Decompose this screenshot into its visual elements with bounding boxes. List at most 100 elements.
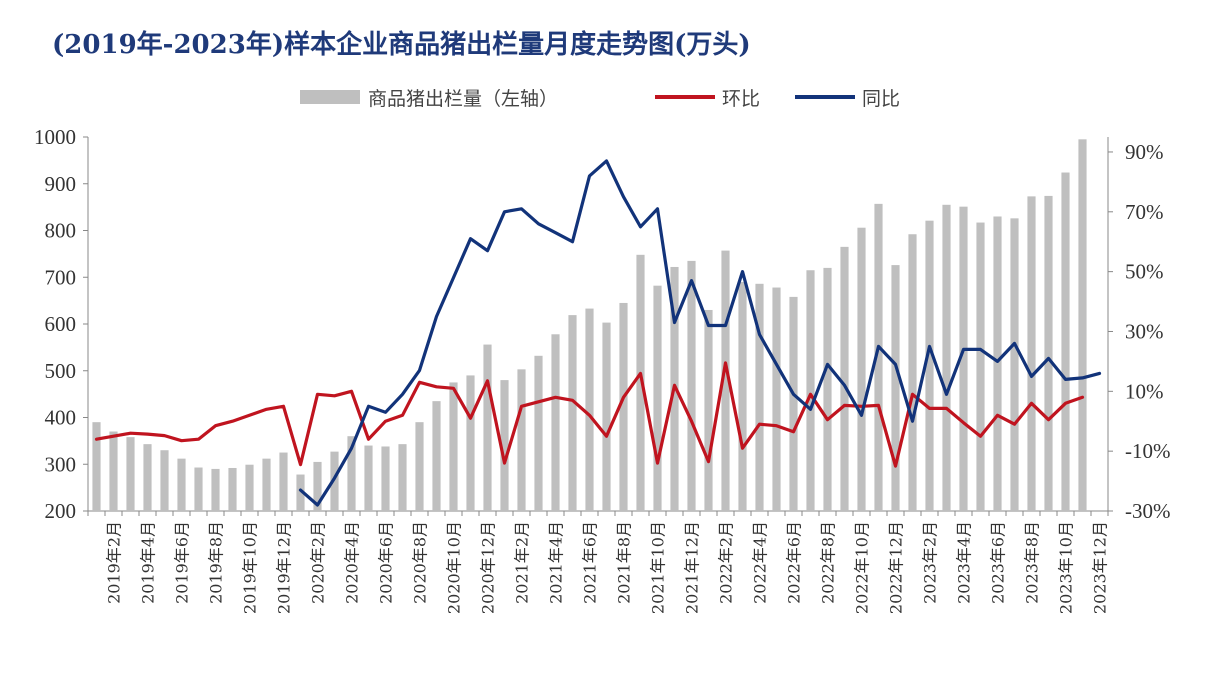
x-tick-label: 2023年4月: [955, 521, 974, 604]
bar: [619, 302, 628, 511]
chart-title: (2019年-2023年)样本企业商品猪出栏量月度走势图(万头): [52, 30, 751, 60]
bar: [279, 452, 288, 511]
x-tick-label: 2023年2月: [921, 521, 940, 604]
bar: [313, 461, 322, 511]
axes-layer: [83, 136, 1113, 516]
bar: [296, 474, 305, 511]
bar: [1010, 218, 1019, 511]
left-tick-label: 600: [45, 312, 77, 336]
x-tick-label: 2019年12月: [275, 521, 294, 614]
bar: [1061, 172, 1070, 511]
tick-labels-layer: 200 300 400 500 600 700 800 900 1000 -30% -10% 10% 3…: [34, 125, 1171, 614]
x-tick-label: 2021年6月: [581, 521, 600, 604]
bar: [432, 401, 441, 511]
legend-label-bar: 商品猪出栏量（左轴）: [368, 88, 558, 110]
x-tick-label: 2022年12月: [887, 521, 906, 614]
bar: [330, 451, 339, 511]
right-tick-label: 50%: [1125, 260, 1164, 284]
x-tick-label: 2022年2月: [717, 521, 736, 604]
bar: [1027, 196, 1036, 511]
x-tick-label: 2021年2月: [513, 521, 532, 604]
bar: [228, 467, 237, 511]
x-tick-label: 2019年8月: [207, 521, 226, 604]
bar: [976, 222, 985, 512]
x-tick-label: 2019年4月: [139, 521, 158, 604]
bar: [1078, 139, 1087, 511]
bar: [687, 260, 696, 511]
bar: [347, 436, 356, 511]
bar: [466, 375, 475, 511]
x-tick-label: 2019年10月: [241, 521, 260, 614]
lines-layer: [94, 159, 1102, 507]
right-tick-label: 10%: [1125, 379, 1164, 403]
left-tick-label: 500: [45, 359, 77, 383]
bar: [585, 308, 594, 511]
x-tick-label: 2023年8月: [1023, 521, 1042, 604]
x-tick-label: 2021年4月: [547, 521, 566, 604]
left-tick-label: 1000: [34, 125, 76, 149]
bar: [653, 285, 662, 511]
x-tick-label: 2021年12月: [683, 521, 702, 614]
right-tick-label: 70%: [1125, 200, 1164, 224]
right-tick-label: 30%: [1125, 319, 1164, 343]
bar: [1044, 195, 1053, 511]
bar: [245, 464, 254, 511]
bar: [874, 203, 883, 512]
left-tick-label: 300: [45, 452, 77, 476]
bar: [381, 446, 390, 511]
bar: [262, 458, 271, 511]
bar: [942, 204, 951, 511]
bar: [704, 309, 713, 511]
x-tick-label: 2019年6月: [173, 521, 192, 604]
bar: [993, 216, 1002, 511]
x-tick-label: 2020年6月: [377, 521, 396, 604]
x-tick-label: 2020年12月: [479, 521, 498, 614]
left-tick-label: 200: [45, 499, 77, 523]
left-tick-label: 900: [45, 172, 77, 196]
bar: [211, 468, 220, 511]
x-tick-label: 2023年6月: [989, 521, 1008, 604]
x-tick-label: 2022年4月: [751, 521, 770, 604]
x-tick-label: 2022年6月: [785, 521, 804, 604]
left-tick-label: 400: [45, 406, 77, 430]
left-tick-label: 800: [45, 219, 77, 243]
x-tick-label: 2020年4月: [343, 521, 362, 604]
bars-layer: [92, 139, 1087, 512]
bar: [721, 250, 730, 512]
x-tick-label: 2020年8月: [411, 521, 430, 604]
left-tick-label: 700: [45, 265, 77, 289]
bar: [534, 355, 543, 511]
bar: [92, 422, 101, 511]
x-tick-label: 2022年8月: [819, 521, 838, 604]
bar: [500, 380, 509, 511]
bar: [398, 444, 407, 511]
x-tick-label: 2023年12月: [1091, 521, 1110, 614]
bar: [823, 267, 832, 511]
bar: [364, 445, 373, 511]
legend-swatch-bar: [300, 90, 360, 104]
bar: [449, 382, 458, 511]
bar: [755, 283, 764, 511]
x-tick-label: 2022年10月: [853, 521, 872, 614]
bar: [568, 315, 577, 511]
bar: [840, 246, 849, 512]
bar: [908, 234, 917, 512]
bar: [177, 458, 186, 511]
bar: [789, 296, 798, 511]
bar: [517, 369, 526, 511]
bar: [806, 270, 815, 511]
legend-label-yoy: 同比: [862, 88, 900, 110]
bar: [925, 220, 934, 511]
legend: 商品猪出栏量（左轴） 环比 同比: [300, 88, 900, 110]
x-tick-label: 2019年2月: [105, 521, 124, 604]
bar: [160, 450, 169, 511]
bar: [194, 467, 203, 511]
bar: [857, 227, 866, 511]
x-tick-label: 2021年10月: [649, 521, 668, 614]
bar: [483, 344, 492, 511]
series-line-yoy: [298, 159, 1102, 507]
x-tick-label: 2021年8月: [615, 521, 634, 604]
bar: [602, 322, 611, 511]
bar: [772, 287, 781, 511]
